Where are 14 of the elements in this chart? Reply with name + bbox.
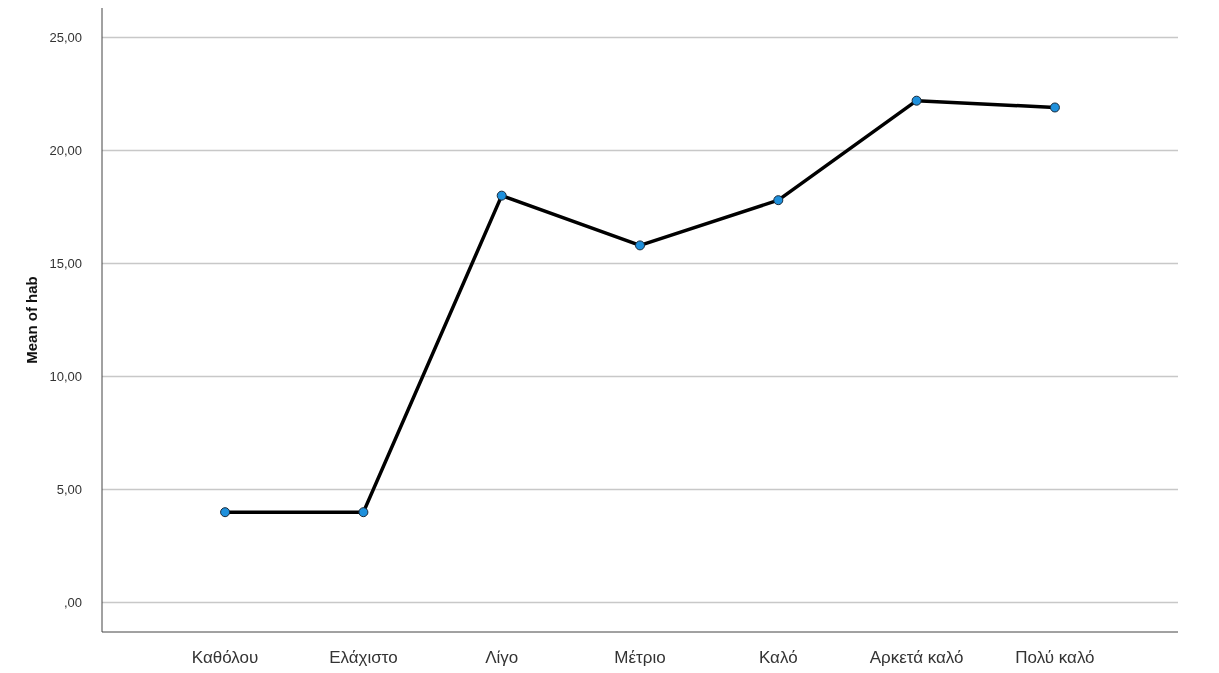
y-tick-label: 5,00: [56, 482, 82, 498]
x-tick-label: Καθόλου: [191, 648, 259, 667]
y-tick-label: 20,00: [49, 142, 82, 158]
x-tick-label: Μέτριο: [614, 648, 666, 667]
x-tick-label: Ελάχιστο: [329, 648, 398, 667]
y-tick-label: 10,00: [49, 369, 82, 385]
x-tick-label: Καλό: [758, 648, 798, 667]
y-tick-label: 15,00: [49, 256, 82, 272]
x-tick-label: Λίγο: [485, 648, 519, 667]
y-tick-label: ,00: [63, 595, 82, 611]
y-axis-title: Mean of hab: [23, 276, 40, 364]
y-tick-label: 25,00: [49, 29, 82, 45]
x-tick-label: Πολύ καλό: [1015, 648, 1095, 667]
x-tick-label: Αρκετά καλό: [869, 648, 964, 667]
